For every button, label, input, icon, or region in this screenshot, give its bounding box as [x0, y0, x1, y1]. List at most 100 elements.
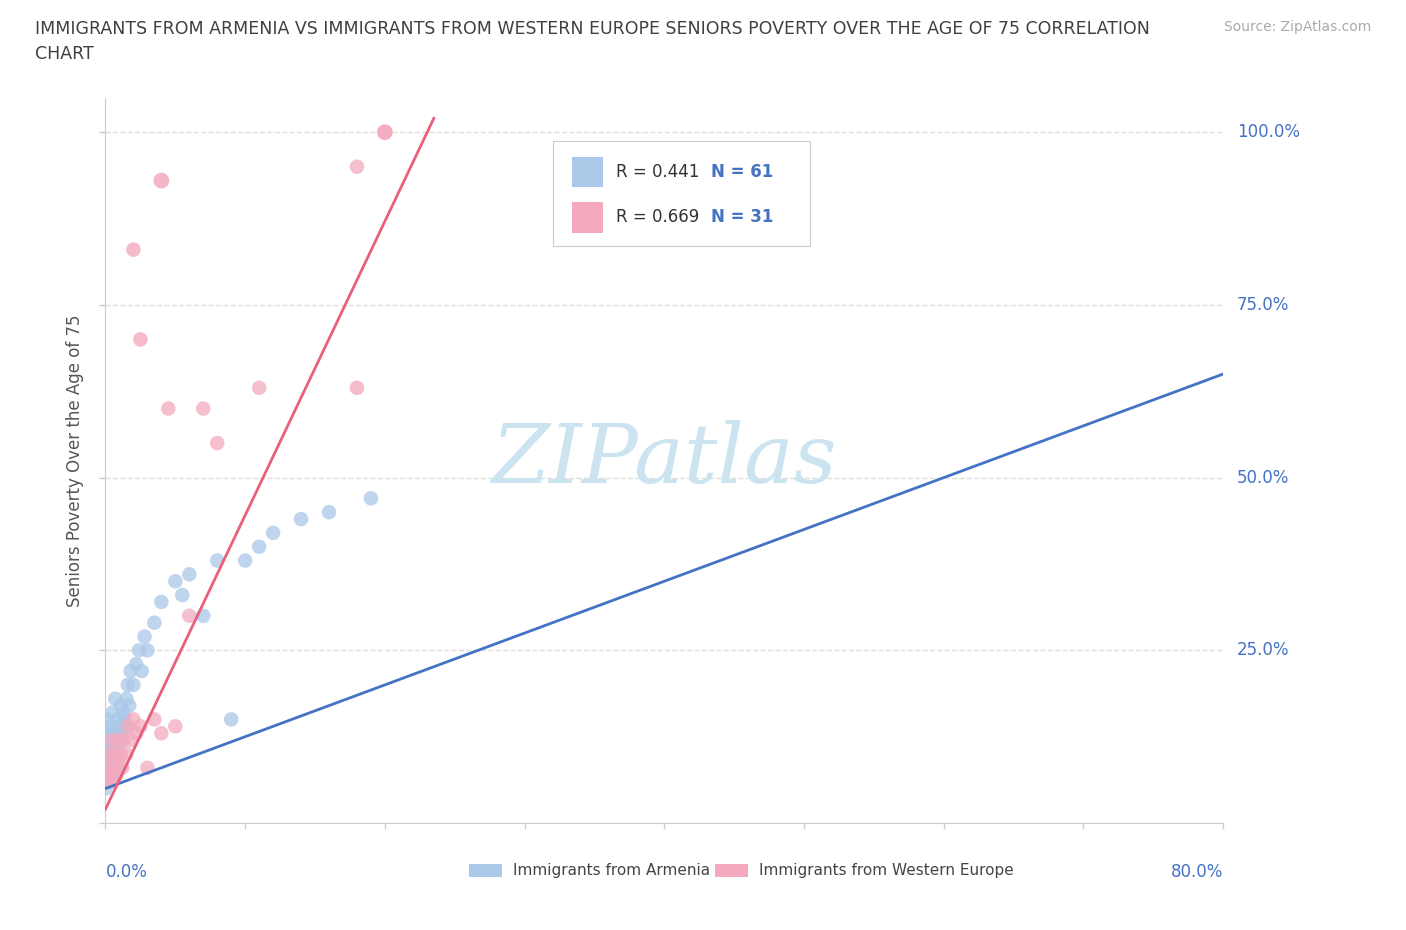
- Point: [143, 616, 166, 631]
- FancyBboxPatch shape: [714, 864, 748, 877]
- Point: [97, 761, 120, 776]
- Y-axis label: Seniors Poverty Over the Age of 75: Seniors Poverty Over the Age of 75: [66, 314, 84, 606]
- Point: [104, 747, 127, 762]
- FancyBboxPatch shape: [553, 141, 810, 246]
- Text: Source: ZipAtlas.com: Source: ZipAtlas.com: [1223, 20, 1371, 34]
- Point: [108, 719, 131, 734]
- Point: [96, 753, 118, 768]
- Point: [125, 657, 148, 671]
- Point: [101, 761, 124, 776]
- Point: [112, 705, 135, 720]
- Point: [193, 608, 215, 623]
- Point: [98, 739, 121, 754]
- Point: [247, 380, 270, 395]
- Point: [103, 761, 125, 776]
- Point: [129, 332, 152, 347]
- Point: [115, 719, 138, 734]
- Point: [97, 725, 120, 740]
- Point: [346, 380, 368, 395]
- Point: [108, 733, 131, 748]
- Point: [105, 761, 128, 776]
- Text: 0.0%: 0.0%: [105, 863, 148, 881]
- Point: [136, 643, 159, 658]
- Point: [122, 677, 145, 692]
- Point: [136, 761, 159, 776]
- Point: [110, 725, 132, 740]
- Point: [179, 608, 201, 623]
- Point: [143, 712, 166, 727]
- Point: [219, 712, 242, 727]
- Text: 80.0%: 80.0%: [1171, 863, 1223, 881]
- Point: [98, 719, 121, 734]
- Point: [150, 725, 173, 740]
- FancyBboxPatch shape: [572, 157, 603, 188]
- Point: [117, 719, 139, 734]
- Point: [374, 125, 396, 140]
- Point: [117, 677, 139, 692]
- Point: [115, 691, 138, 706]
- Point: [94, 761, 117, 776]
- Text: Immigrants from Western Europe: Immigrants from Western Europe: [759, 863, 1014, 878]
- Point: [108, 747, 131, 762]
- Point: [115, 747, 138, 762]
- Point: [103, 733, 125, 748]
- Point: [128, 643, 150, 658]
- Point: [179, 567, 201, 582]
- Text: R = 0.669: R = 0.669: [616, 208, 710, 226]
- Point: [97, 747, 120, 762]
- Point: [96, 712, 118, 727]
- Point: [98, 747, 121, 762]
- FancyBboxPatch shape: [572, 202, 603, 232]
- Point: [262, 525, 284, 540]
- Point: [120, 733, 142, 748]
- Point: [103, 767, 125, 782]
- Point: [104, 691, 127, 706]
- Point: [94, 781, 117, 796]
- Text: R = 0.441: R = 0.441: [616, 164, 710, 181]
- Point: [318, 505, 340, 520]
- Point: [104, 725, 127, 740]
- Point: [129, 719, 152, 734]
- Point: [120, 664, 142, 679]
- Point: [131, 664, 153, 679]
- Text: N = 61: N = 61: [711, 164, 773, 181]
- Point: [233, 553, 256, 568]
- Point: [96, 733, 118, 748]
- Point: [157, 401, 180, 416]
- Text: 25.0%: 25.0%: [1237, 642, 1289, 659]
- Point: [98, 761, 121, 776]
- Point: [125, 725, 148, 740]
- Point: [107, 733, 129, 748]
- Point: [207, 435, 229, 450]
- Point: [107, 753, 129, 768]
- Point: [105, 767, 128, 782]
- Point: [346, 159, 368, 174]
- Point: [105, 739, 128, 754]
- Text: ZIPatlas: ZIPatlas: [492, 420, 837, 500]
- Point: [96, 774, 118, 789]
- Point: [193, 401, 215, 416]
- Point: [101, 774, 124, 789]
- Point: [112, 733, 135, 748]
- Text: 100.0%: 100.0%: [1237, 123, 1301, 141]
- Point: [172, 588, 194, 603]
- Point: [101, 733, 124, 748]
- Text: IMMIGRANTS FROM ARMENIA VS IMMIGRANTS FROM WESTERN EUROPE SENIORS POVERTY OVER T: IMMIGRANTS FROM ARMENIA VS IMMIGRANTS FR…: [35, 20, 1150, 38]
- Point: [122, 242, 145, 257]
- Point: [122, 712, 145, 727]
- Point: [110, 747, 132, 762]
- Point: [114, 712, 136, 727]
- FancyBboxPatch shape: [468, 864, 502, 877]
- Point: [374, 125, 396, 140]
- Point: [165, 574, 187, 589]
- Point: [165, 719, 187, 734]
- Point: [111, 733, 134, 748]
- Point: [100, 767, 122, 782]
- Point: [150, 173, 173, 188]
- Text: Immigrants from Armenia: Immigrants from Armenia: [513, 863, 710, 878]
- Point: [111, 761, 134, 776]
- Point: [207, 553, 229, 568]
- Point: [97, 767, 120, 782]
- Point: [101, 705, 124, 720]
- Point: [103, 753, 125, 768]
